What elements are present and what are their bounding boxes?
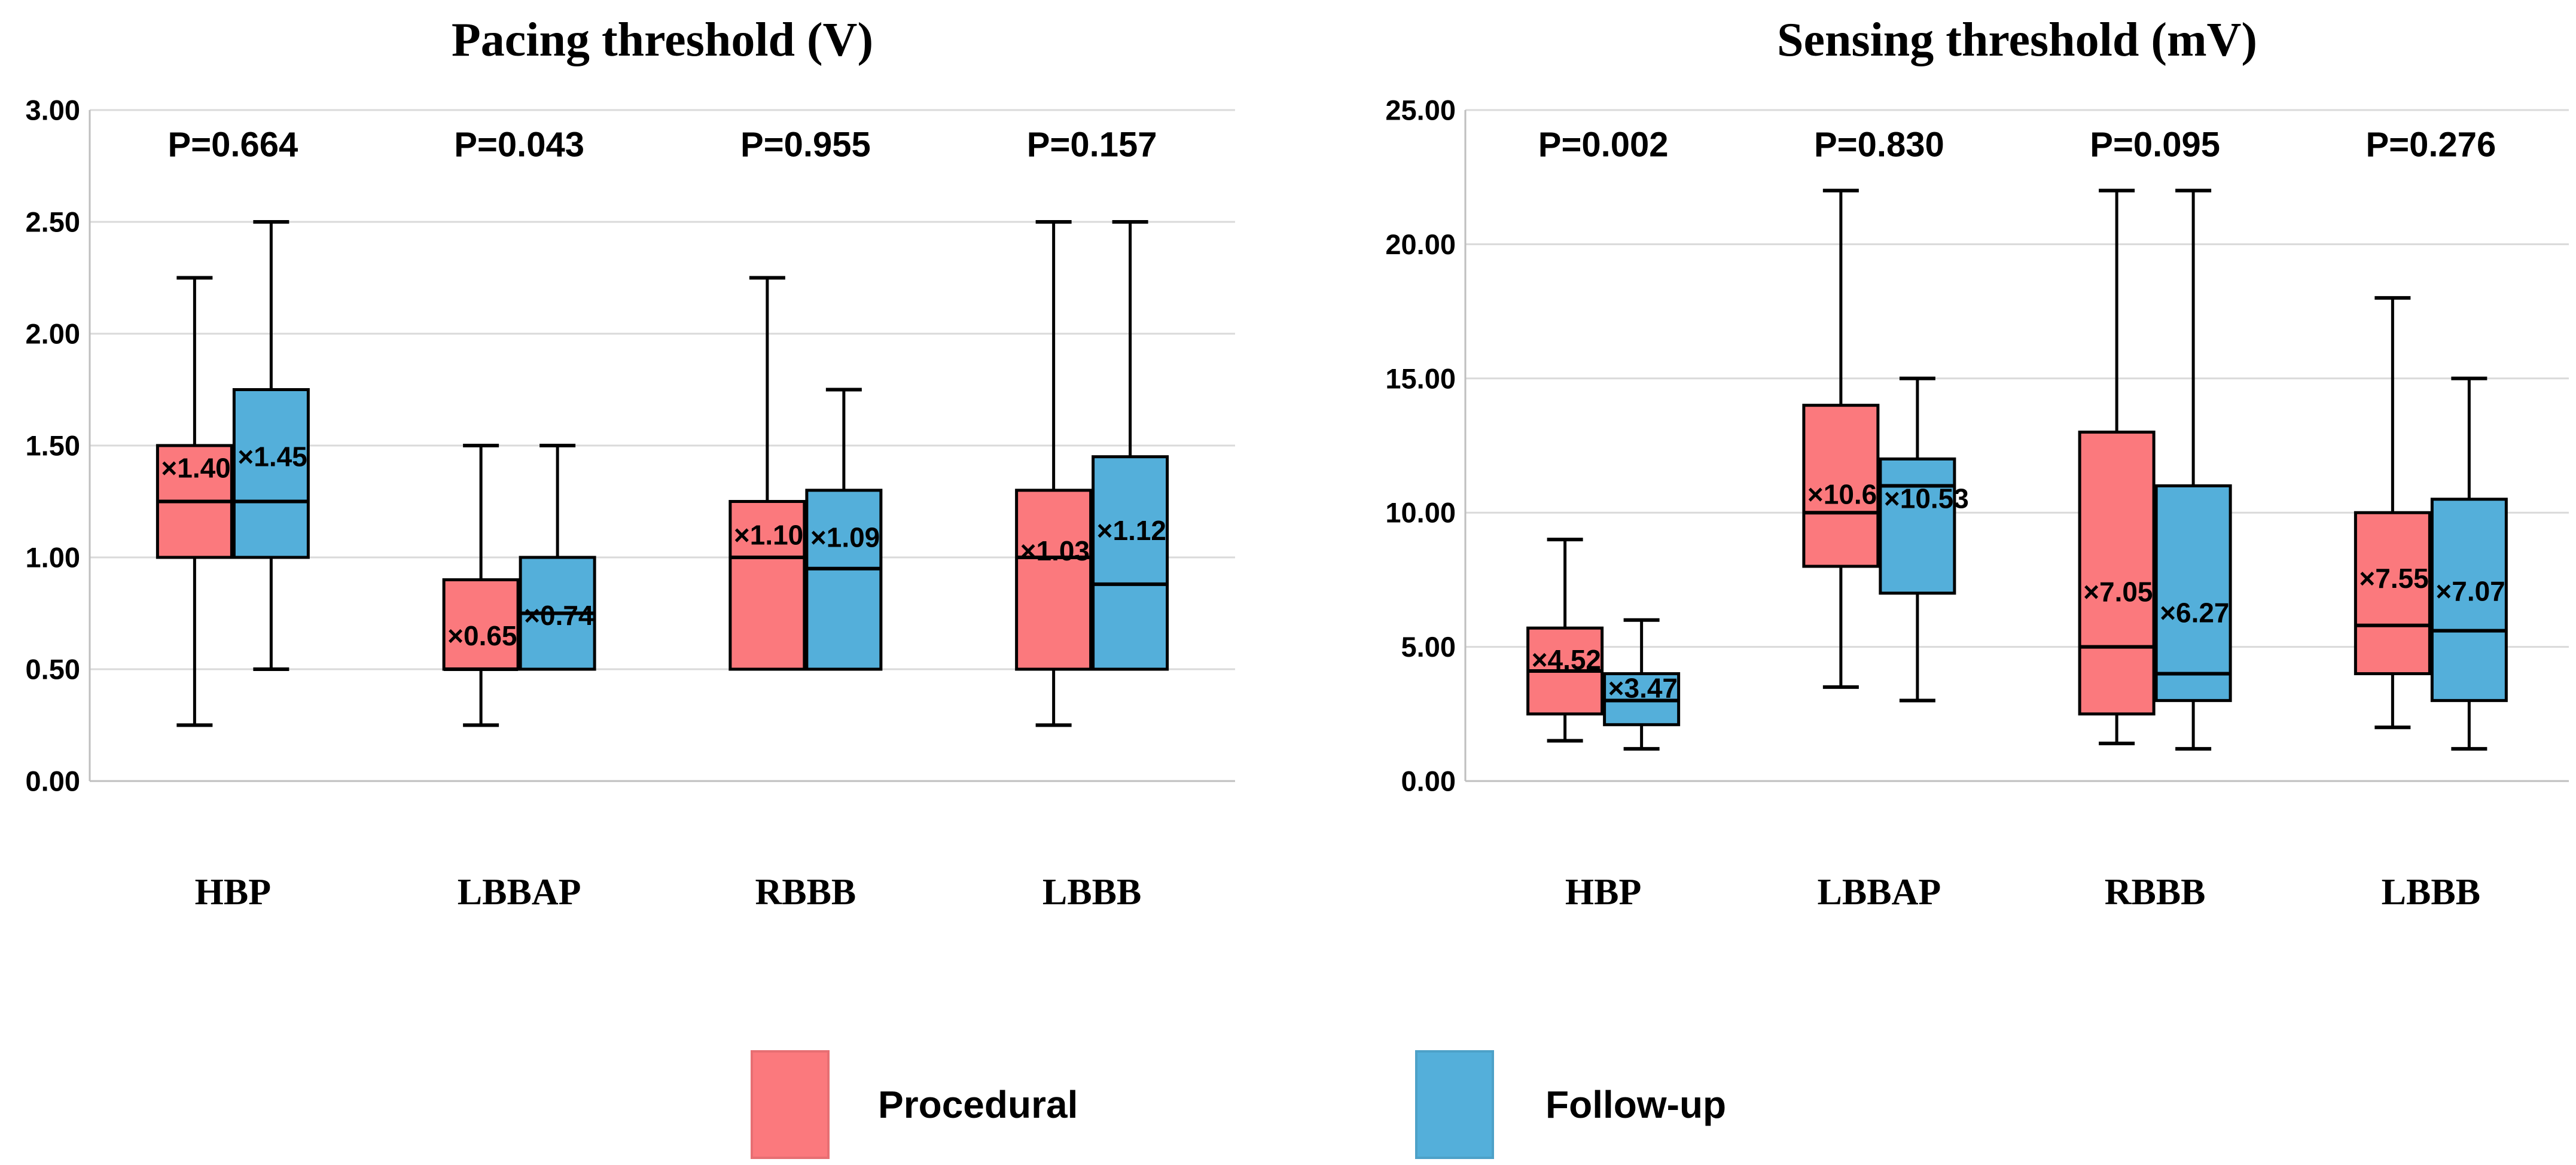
y-tick-label: 2.00 — [26, 318, 80, 350]
mean-label: ×0.74 — [524, 600, 594, 631]
y-tick-label: 0.00 — [26, 766, 80, 797]
y-tick-label: 0.50 — [26, 654, 80, 685]
category-label: LBBB — [1042, 872, 1141, 913]
pacing-threshold-title: Pacing threshold (V) — [451, 14, 874, 66]
box-LBBB-Procedural: ×7.55 — [2354, 296, 2431, 730]
box-rect — [2154, 484, 2232, 702]
mean-label: ×6.27 — [2160, 597, 2229, 629]
category-label: LBBB — [2382, 872, 2480, 913]
p-value-label: P=0.002 — [1538, 126, 1669, 164]
box-RBBB-Follow-up: ×1.09 — [805, 388, 883, 671]
pacing-threshold-chart: 0.00 0.50 1.00 1.50 2.00 2.50 3.00 P=0.664 HBP ×1… — [26, 94, 1235, 913]
box-rect — [2354, 511, 2431, 675]
box-rect — [805, 489, 883, 671]
p-value-label: P=0.157 — [1027, 126, 1157, 164]
category-label: LBBAP — [1818, 872, 1941, 913]
box-LBBB-Follow-up: ×7.07 — [2430, 376, 2508, 751]
box-rect — [232, 388, 310, 559]
box-rect — [728, 500, 806, 671]
y-tick-label: 5.00 — [1401, 631, 1456, 663]
box-rect — [1879, 457, 1956, 595]
box-HBP-Follow-up: ×3.47 — [1603, 618, 1681, 751]
box-LBBB-Procedural: ×1.03 — [1015, 220, 1093, 727]
sensing-threshold-title: Sensing threshold (mV) — [1776, 14, 2258, 66]
category-label: RBBB — [755, 872, 856, 913]
y-tick-label: 10.00 — [1385, 497, 1456, 529]
p-value-label: P=0.830 — [1814, 126, 1944, 164]
box-rect — [1092, 455, 1169, 671]
y-tick-label: 15.00 — [1385, 362, 1456, 394]
mean-label: ×1.09 — [810, 521, 880, 553]
sensing-threshold-chart: 0.00 5.00 10.00 15.00 20.00 25.00 P=0.002 HBP ×4… — [1385, 94, 2569, 913]
box-rect — [2430, 498, 2508, 702]
y-tick-label: 3.00 — [26, 94, 80, 126]
legend-label-procedural: Procedural — [878, 1083, 1078, 1126]
y-tick-label: 25.00 — [1385, 94, 1456, 126]
mean-label: ×0.65 — [447, 620, 517, 651]
mean-label: ×7.07 — [2435, 576, 2505, 607]
box-LBBB-Follow-up: ×1.12 — [1092, 220, 1169, 671]
p-value-label: P=0.276 — [2366, 126, 2496, 164]
box-rect — [2078, 431, 2156, 716]
mean-label: ×3.47 — [1608, 672, 1678, 703]
legend: Procedural Follow-up — [0, 1050, 2576, 1164]
category-label: LBBAP — [458, 872, 581, 913]
legend-swatch-procedural — [751, 1050, 830, 1159]
p-value-label: P=0.095 — [2090, 126, 2220, 164]
mean-label: ×1.03 — [1020, 535, 1090, 566]
p-value-label: P=0.043 — [454, 126, 584, 164]
mean-label: ×1.45 — [237, 441, 307, 472]
box-LBBAP-Follow-up: ×10.53 — [1879, 376, 1969, 703]
mean-label: ×7.55 — [2359, 563, 2428, 594]
category-label: HBP — [195, 872, 271, 913]
y-tick-label: 20.00 — [1385, 228, 1456, 260]
y-tick-label: 0.00 — [1401, 766, 1456, 797]
p-value-label: P=0.664 — [168, 126, 298, 164]
p-value-label: P=0.955 — [740, 126, 871, 164]
box-HBP-Procedural: ×4.52 — [1526, 538, 1604, 743]
category-label: HBP — [1565, 872, 1641, 913]
mean-label: ×1.12 — [1097, 515, 1166, 546]
box-HBP-Follow-up: ×1.45 — [232, 220, 310, 671]
box-rect — [1015, 489, 1093, 671]
mean-label: ×4.52 — [1532, 644, 1601, 675]
box-RBBB-Follow-up: ×6.27 — [2154, 188, 2232, 751]
mean-label: ×1.10 — [734, 520, 803, 551]
mean-label: ×10.68 — [1807, 479, 1892, 510]
mean-label: ×10.53 — [1884, 483, 1969, 514]
box-RBBB-Procedural: ×7.05 — [2078, 188, 2156, 746]
y-tick-label: 1.50 — [26, 430, 80, 462]
box-RBBB-Procedural: ×1.10 — [728, 276, 806, 671]
box-LBBAP-Procedural: ×10.68 — [1802, 188, 1892, 689]
legend-label-follow-up: Follow-up — [1545, 1083, 1727, 1126]
legend-swatch-follow-up — [1415, 1050, 1494, 1159]
mean-label: ×1.40 — [161, 452, 230, 483]
box-HBP-Procedural: ×1.40 — [156, 276, 233, 727]
mean-label: ×7.05 — [2083, 577, 2153, 608]
box-rect — [1802, 404, 1880, 568]
y-tick-label: 2.50 — [26, 206, 80, 238]
box-LBBAP-Procedural: ×0.65 — [442, 444, 520, 727]
y-tick-label: 1.00 — [26, 542, 80, 574]
box-LBBAP-Follow-up: ×0.74 — [519, 444, 596, 671]
category-label: RBBB — [2105, 872, 2206, 913]
